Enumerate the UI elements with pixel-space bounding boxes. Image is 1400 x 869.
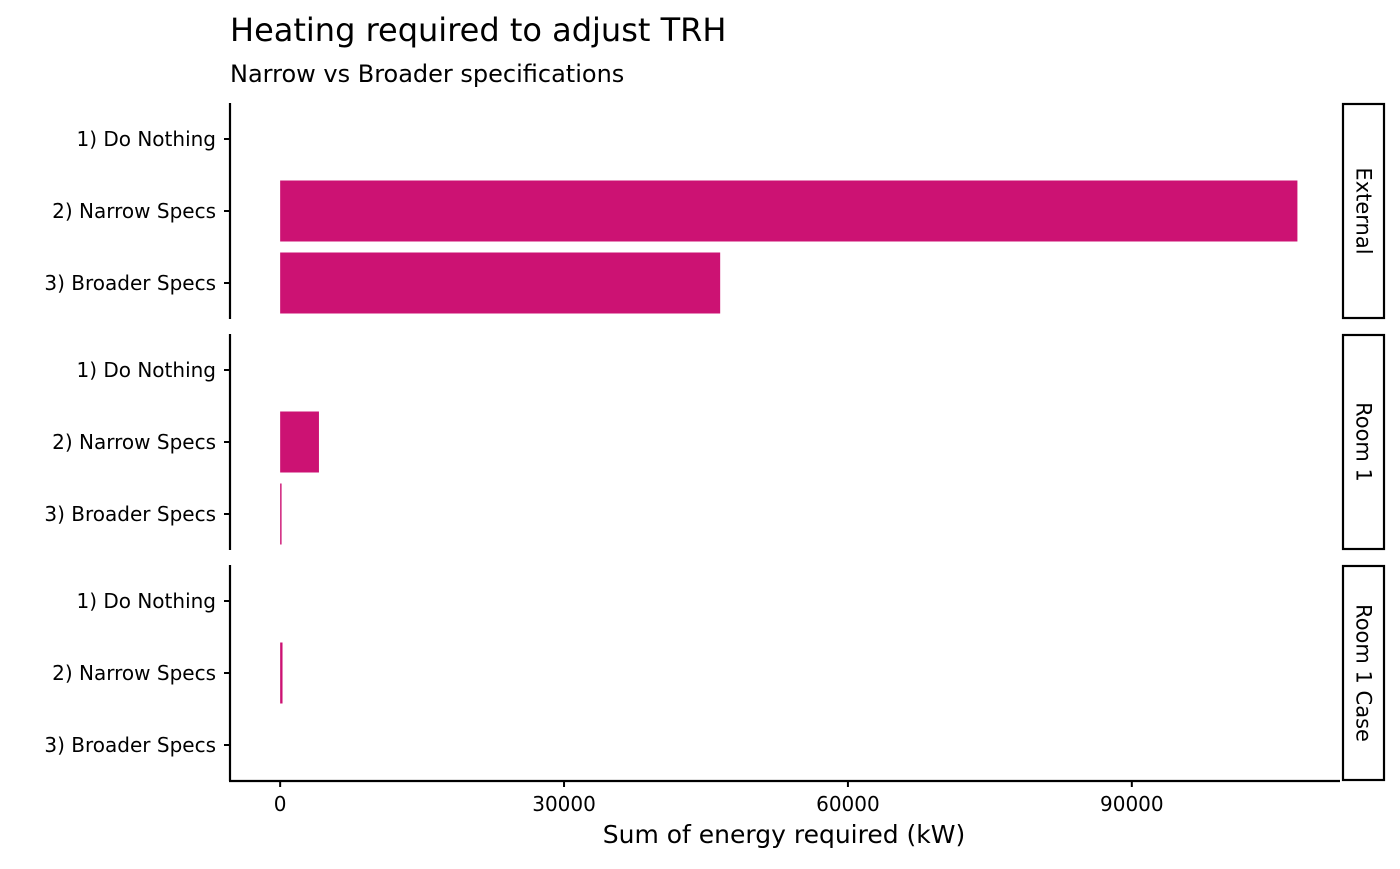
- facet-strip-label: Room 1: [1352, 402, 1376, 482]
- facet-panel: 1) Do Nothing 2) Narrow Specs 3) Broader S…: [44, 333, 1386, 551]
- y-tick-label: 3) Broader Specs: [44, 733, 216, 757]
- facet-panel: 1) Do Nothing 2) Narrow Specs 3) Broader S…: [44, 102, 1386, 320]
- x-tick-label: 60000: [816, 792, 880, 816]
- bar: [280, 483, 282, 545]
- facet-strip-label: Room 1 Case: [1352, 604, 1376, 742]
- chart-title: Heating required to adjust TRH: [230, 11, 726, 49]
- y-tick-label: 1) Do Nothing: [76, 127, 216, 151]
- bar: [280, 411, 319, 473]
- facet-strip: [1341, 564, 1386, 782]
- facets-layer: 1) Do Nothing 2) Narrow Specs 3) Broader S…: [44, 102, 1386, 816]
- x-axis-title: Sum of energy required (kW): [603, 820, 966, 849]
- facet-strip: [1341, 102, 1386, 320]
- y-tick-label: 3) Broader Specs: [44, 271, 216, 295]
- bar: [280, 252, 721, 314]
- x-tick-label: 90000: [1100, 792, 1164, 816]
- bar: [280, 180, 1298, 242]
- bar: [280, 642, 283, 704]
- x-tick-label: 30000: [532, 792, 596, 816]
- y-tick-label: 2) Narrow Specs: [52, 430, 216, 454]
- y-tick-label: 3) Broader Specs: [44, 502, 216, 526]
- y-tick-label: 2) Narrow Specs: [52, 661, 216, 685]
- chart-subtitle: Narrow vs Broader specifications: [230, 60, 624, 88]
- y-tick-label: 2) Narrow Specs: [52, 199, 216, 223]
- y-tick-label: 1) Do Nothing: [76, 589, 216, 613]
- facet-panel: 1) Do Nothing 2) Narrow Specs 3) Broader S…: [44, 564, 1386, 816]
- x-tick-label: 0: [274, 792, 287, 816]
- facet-strip-label: External: [1352, 167, 1376, 254]
- facet-strip: [1341, 333, 1386, 551]
- y-tick-label: 1) Do Nothing: [76, 358, 216, 382]
